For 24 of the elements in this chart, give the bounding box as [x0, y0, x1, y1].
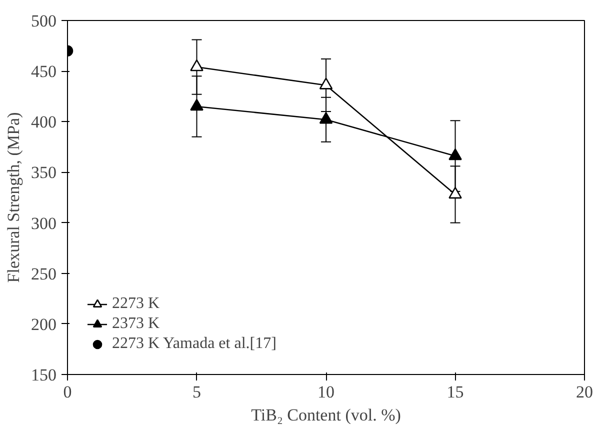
- x-axis-title: TiB₂ Content (vol. %): [251, 406, 401, 424]
- y-tick-label: 250: [31, 264, 56, 284]
- point: [448, 186, 462, 199]
- y-tick-label: 200: [31, 314, 56, 334]
- x-tick-label: 0: [63, 382, 72, 402]
- y-axis-title: Flexural Strength, (MPa): [4, 112, 23, 283]
- point: [190, 98, 204, 111]
- point: [448, 148, 462, 160]
- legend-label: 2373 K: [112, 315, 160, 333]
- y-tick-label: 450: [31, 62, 56, 82]
- y-tick-label: 150: [31, 366, 56, 384]
- x-tick-label: 20: [576, 382, 593, 402]
- y-tick-label: 300: [31, 214, 56, 233]
- x-tick-label: 5: [192, 382, 201, 402]
- point: [319, 112, 333, 124]
- y-tick-label: 400: [31, 112, 56, 132]
- x-tick-label: 15: [446, 382, 464, 402]
- legend-label: 2273 K: [112, 295, 160, 313]
- y-tick-label: 500: [31, 12, 56, 30]
- point: [319, 78, 333, 90]
- legend-label: 2273 K Yamada et al.[17]: [112, 335, 276, 353]
- x-tick-label: 10: [318, 382, 334, 402]
- y-tick-label: 350: [31, 163, 56, 182]
- point: [190, 59, 204, 72]
